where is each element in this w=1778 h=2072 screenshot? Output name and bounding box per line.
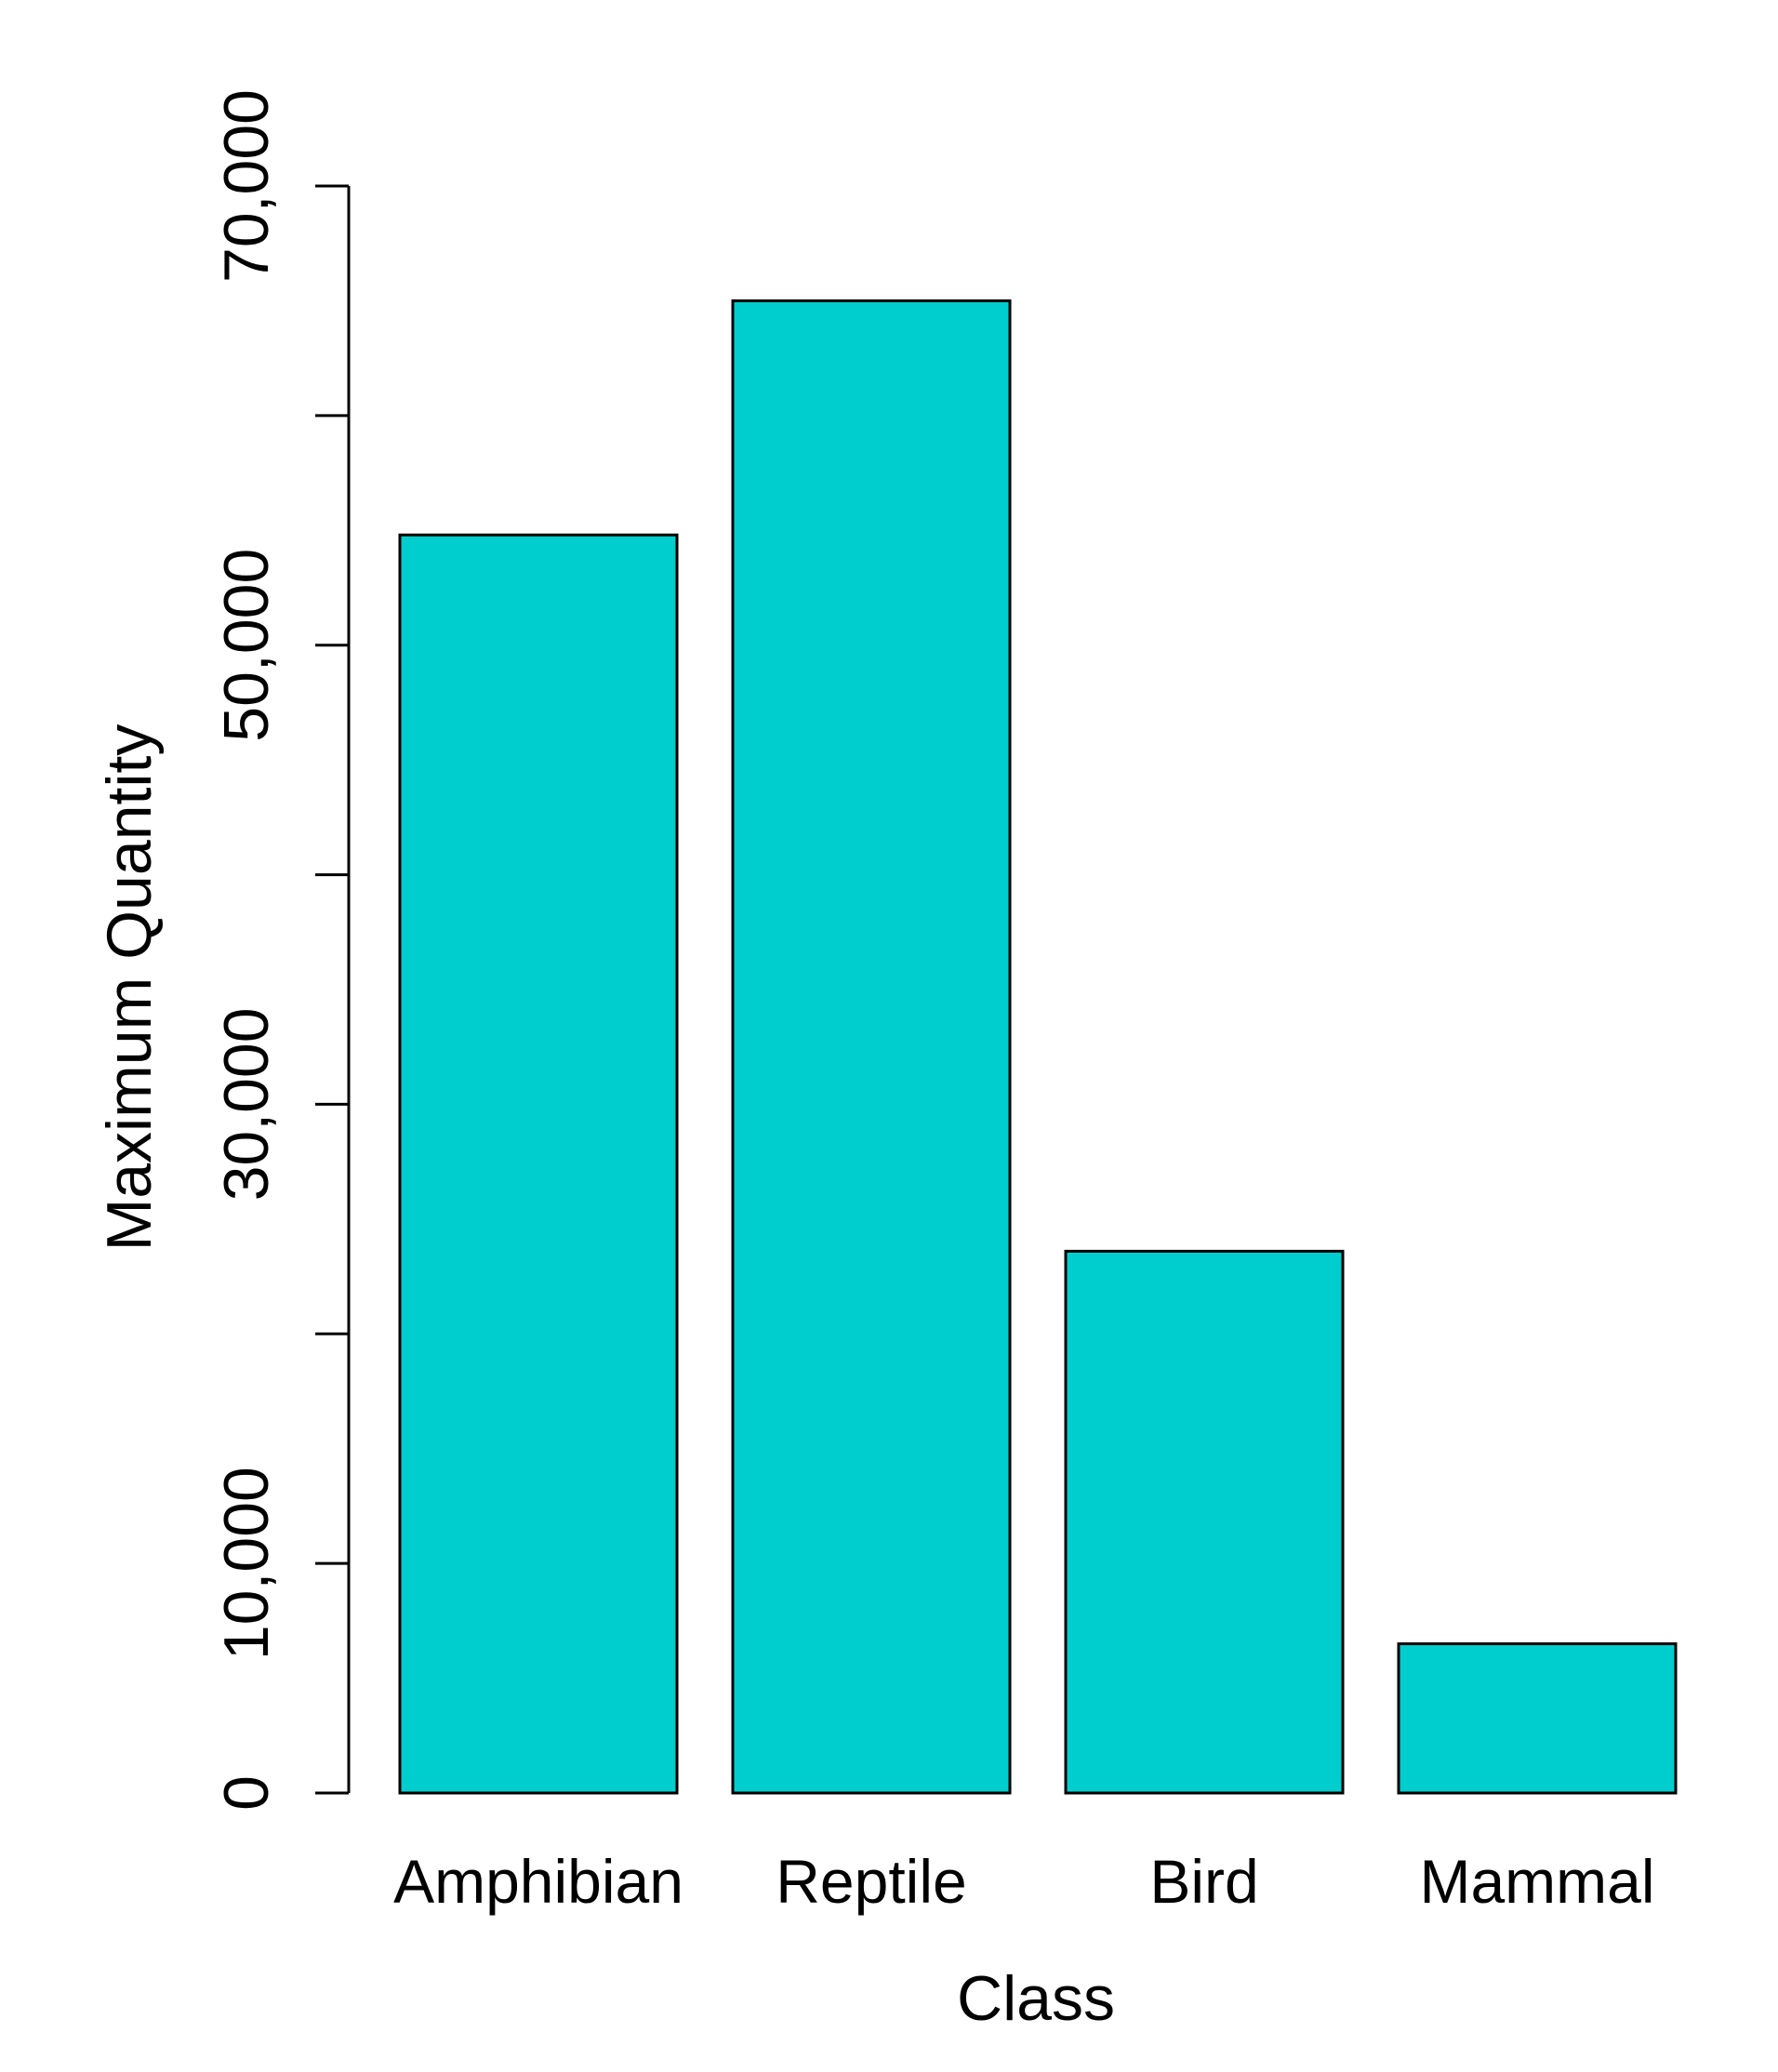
labels-layer: Amphibian Reptile Bird Mammal bbox=[393, 1847, 1654, 1916]
y-tick-label-70000: 70,000 bbox=[211, 89, 282, 283]
y-tick-label-30000: 30,000 bbox=[211, 1007, 282, 1201]
bar-bird bbox=[1064, 1249, 1345, 1795]
bar-mammal bbox=[1397, 1642, 1678, 1795]
y-tick-label-50000: 50,000 bbox=[211, 549, 282, 742]
bar-amphibian bbox=[398, 533, 679, 1795]
y-axis-title: Maximum Quantity bbox=[94, 724, 165, 1252]
x-axis-title: Class bbox=[957, 1963, 1115, 2034]
x-tick-label-reptile: Reptile bbox=[776, 1847, 966, 1916]
y-tick-label-0: 0 bbox=[211, 1775, 282, 1811]
x-tick-label-amphibian: Amphibian bbox=[393, 1847, 683, 1916]
y-tick-label-10000: 10,000 bbox=[211, 1467, 282, 1660]
bars-layer bbox=[398, 299, 1678, 1795]
x-tick-label-bird: Bird bbox=[1149, 1847, 1258, 1916]
x-tick-label-mammal: Mammal bbox=[1419, 1847, 1654, 1916]
bar-reptile bbox=[731, 299, 1012, 1795]
y-axis: 0 10,000 30,000 50,000 70,000 bbox=[211, 89, 351, 1811]
